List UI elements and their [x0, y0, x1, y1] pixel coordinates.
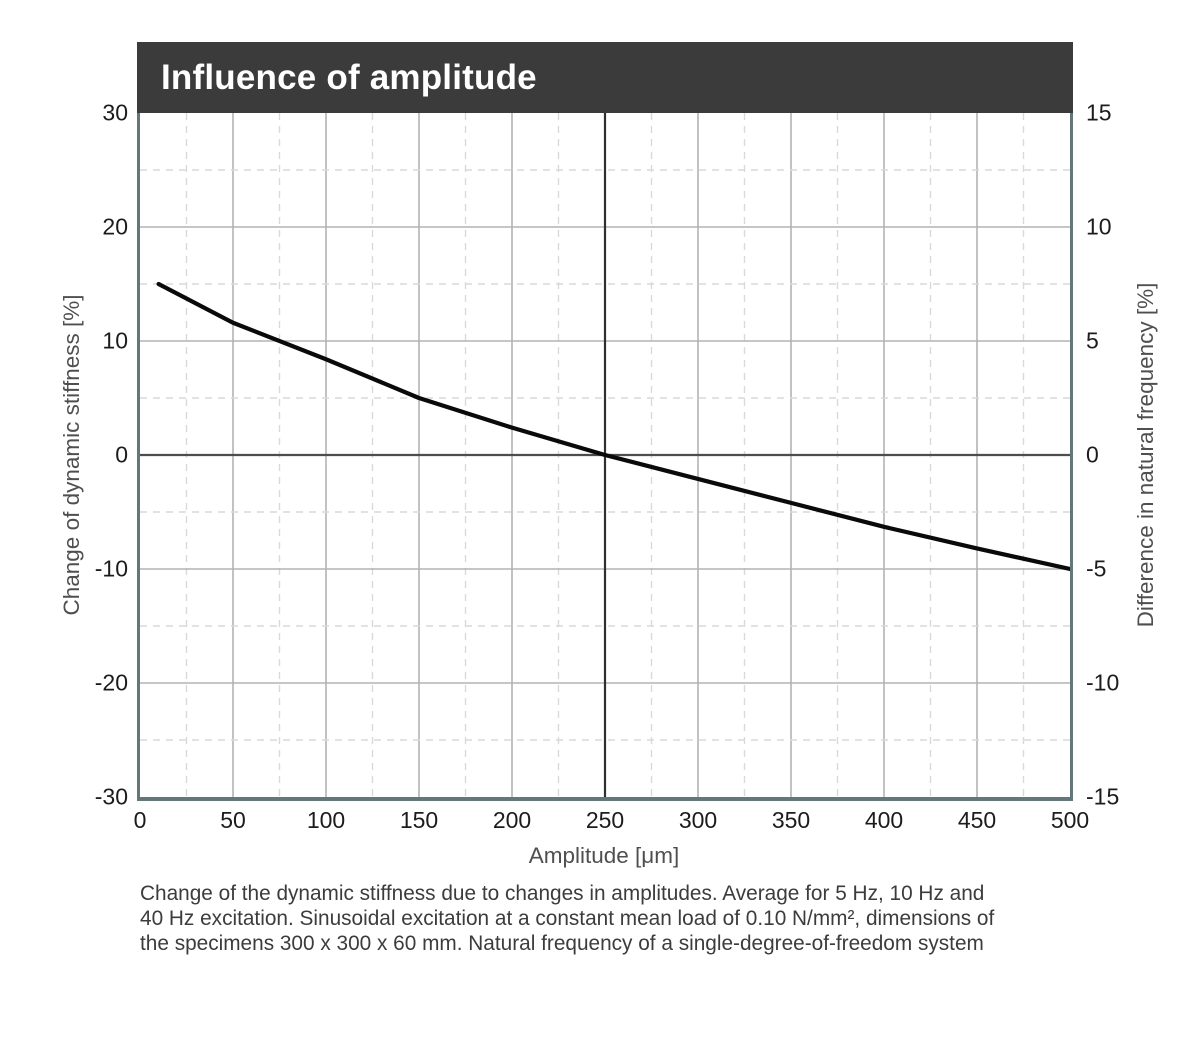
y-axis-left-title: Change of dynamic stiffness [%]: [59, 294, 84, 616]
stiffness-change-curve: [156, 281, 1070, 572]
y-axis-right-title: Difference in natural frequency [%]: [1133, 282, 1158, 628]
x-tick-label: 200: [492, 807, 532, 833]
x-tick-label: 50: [220, 807, 246, 833]
x-tick-label: 400: [864, 807, 904, 833]
x-tick-label: 250: [585, 807, 625, 833]
plot-canvas: [140, 113, 1070, 797]
y-right-tick-label: -10: [1086, 669, 1120, 696]
x-tick-label: 350: [771, 807, 811, 833]
x-tick-label: 150: [399, 807, 439, 833]
y-left-tick-label: -30: [94, 783, 128, 810]
caption-line-2: 40 Hz excitation. Sinusoidal excitation …: [140, 907, 995, 930]
y-right-tick-label: -5: [1086, 555, 1107, 582]
y-right-tick-label: -15: [1086, 783, 1120, 810]
y-right-tick-label: 15: [1086, 99, 1112, 126]
y-right-tick-label: 10: [1086, 213, 1112, 240]
caption-line-1: Change of the dynamic stiffness due to c…: [140, 882, 985, 905]
y-right-tick-label: 0: [1086, 441, 1099, 468]
y-left-tick-label: 0: [115, 441, 128, 468]
x-tick-label: 500: [1050, 807, 1090, 833]
x-tick-label: 300: [678, 807, 718, 833]
y-right-tick-label: 5: [1086, 327, 1099, 354]
chart-title-bar: Influence of amplitude: [137, 42, 1073, 113]
y-left-tick-label: -20: [94, 669, 128, 696]
x-tick-label: 0: [133, 807, 147, 833]
x-tick-label: 450: [957, 807, 997, 833]
chart-title: Influence of amplitude: [161, 57, 537, 97]
x-axis-title: Amplitude [μm]: [528, 843, 680, 868]
y-left-tick-label: 30: [102, 99, 128, 126]
plot-area: [137, 113, 1073, 801]
y-left-tick-label: 20: [102, 213, 128, 240]
caption-line-3: the specimens 300 x 300 x 60 mm. Natural…: [140, 932, 984, 955]
figure-caption: Change of the dynamic stiffness due to c…: [140, 881, 1070, 956]
y-left-tick-label: -10: [94, 555, 128, 582]
x-tick-label: 100: [306, 807, 346, 833]
y-left-tick-label: 10: [102, 327, 128, 354]
